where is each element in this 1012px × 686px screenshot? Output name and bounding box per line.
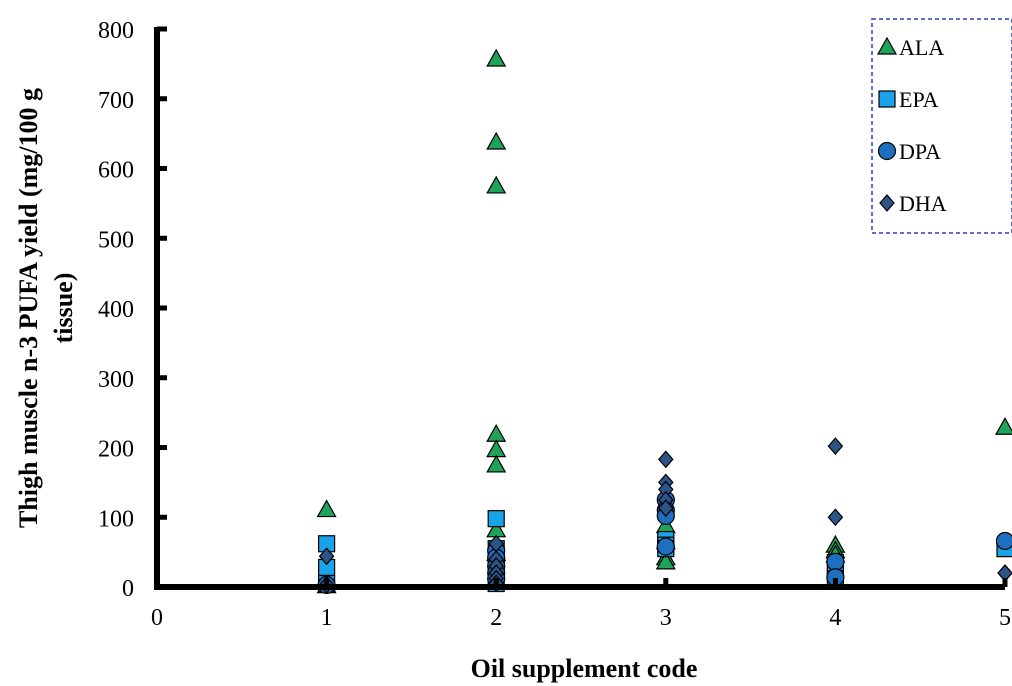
dpa-point — [826, 552, 845, 571]
legend: ALA EPA DPA DHA — [871, 18, 1012, 234]
legend-marker-dpa — [877, 141, 897, 161]
dha-point — [827, 508, 844, 527]
ala-point — [486, 454, 507, 473]
x-axis-title: Oil supplement code — [471, 654, 698, 683]
ala-point — [486, 439, 507, 458]
y-tick-label: 400 — [98, 297, 134, 323]
dpa-point — [656, 537, 675, 556]
x-tick-label: 5 — [999, 605, 1011, 631]
legend-item-ala: ALA — [876, 35, 944, 60]
x-tick-label: 1 — [321, 605, 333, 631]
x-tick-label: 3 — [660, 605, 672, 631]
ala-point — [486, 175, 507, 194]
legend-item-dpa: DPA — [877, 139, 941, 164]
dha-point — [827, 437, 844, 456]
y-tick-label: 300 — [98, 367, 134, 393]
y-tick-label: 700 — [98, 88, 134, 114]
dpa-point — [995, 531, 1012, 551]
ala-point — [486, 424, 507, 442]
y-tick-label: 500 — [98, 227, 134, 253]
ala-point — [994, 417, 1012, 435]
ala-point — [486, 48, 507, 67]
y-tick-label: 200 — [98, 437, 134, 463]
x-tick-label: 4 — [829, 605, 841, 631]
legend-item-dha: DHA — [879, 191, 947, 216]
legend-label-dpa: DPA — [899, 139, 941, 164]
legend-box — [871, 18, 1012, 234]
y-axis-title-line2: tissue) — [49, 273, 78, 344]
axes: 0 100 200 300 400 500 600 700 800 0 1 2 3 4 5 — [98, 18, 1011, 631]
y-tick-label: 600 — [98, 158, 134, 184]
ala-point — [316, 499, 337, 518]
legend-label-dha: DHA — [899, 191, 947, 216]
y-tick-label: 0 — [122, 576, 134, 602]
x-tick-label: 2 — [490, 605, 502, 631]
ala-point — [486, 131, 507, 150]
ala-point — [655, 551, 676, 570]
x-tick-label: 0 — [151, 605, 163, 631]
dha-point — [658, 450, 674, 469]
series-dha — [318, 437, 1012, 594]
y-axis-title-line1: Thigh muscle n-3 PUFA yield (mg/100 g — [14, 88, 43, 528]
dha-point — [318, 547, 335, 566]
y-tick-label: 800 — [98, 18, 134, 44]
legend-marker-dha — [879, 194, 895, 212]
legend-marker-epa — [878, 90, 896, 108]
legend-label-epa: EPA — [899, 87, 939, 112]
legend-item-epa: EPA — [878, 87, 939, 112]
dha-point — [658, 499, 674, 518]
y-tick-label: 100 — [98, 506, 134, 532]
epa-point — [487, 510, 505, 528]
legend-marker-ala — [876, 36, 898, 55]
legend-label-ala: ALA — [899, 35, 944, 60]
